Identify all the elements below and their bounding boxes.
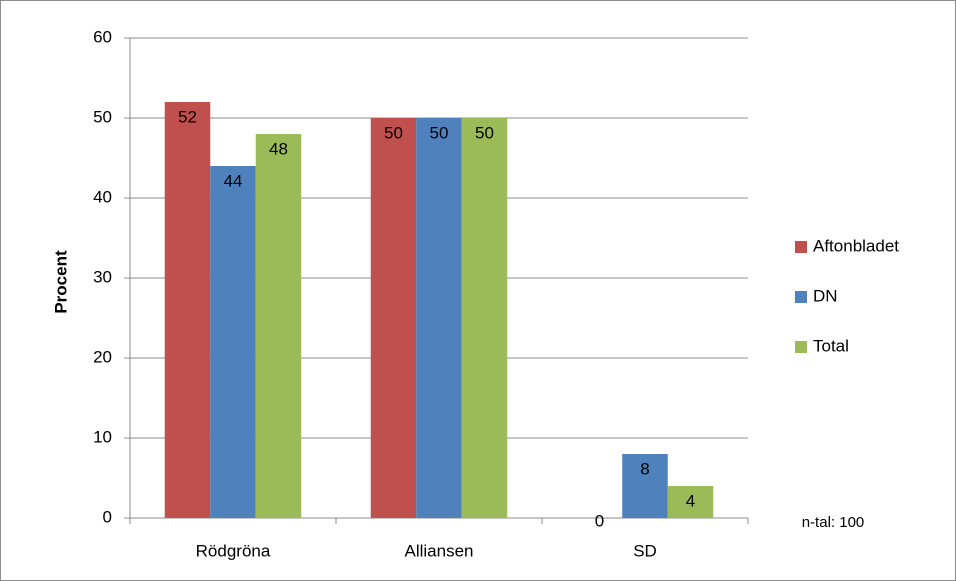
legend-swatch [795,291,807,303]
y-axis-title: Procent [51,250,70,314]
legend-label: DN [813,286,838,305]
y-tick-label: 10 [93,427,112,446]
legend-swatch [795,241,807,253]
data-label: 4 [686,491,695,510]
legend-label: Total [813,336,849,355]
y-tick-label: 30 [93,267,112,286]
y-tick-label: 40 [93,187,112,206]
bar [622,454,668,518]
y-tick-label: 50 [93,107,112,126]
data-label: 50 [384,123,403,142]
bar [164,102,211,518]
x-tick-label: SD [633,541,657,560]
legend-swatch [795,341,807,353]
legend-label: Aftonbladet [813,236,899,255]
data-label: 44 [224,171,243,190]
bar [370,118,417,518]
x-tick-label: Rödgröna [196,541,271,560]
bar [416,118,462,518]
data-label: 50 [475,123,494,142]
data-label: 8 [640,459,649,478]
y-tick-label: 60 [93,27,112,46]
annotation: n-tal: 100 [802,514,865,531]
y-tick-label: 0 [103,507,112,526]
y-tick-label: 20 [93,347,112,366]
data-label: 52 [178,107,197,126]
data-label: 0 [595,511,604,530]
data-label: 48 [269,139,288,158]
bar [667,486,714,518]
data-label: 50 [430,123,449,142]
bar [461,118,508,518]
x-tick-label: Alliansen [405,541,474,560]
bar [210,166,256,518]
bar [255,134,302,518]
